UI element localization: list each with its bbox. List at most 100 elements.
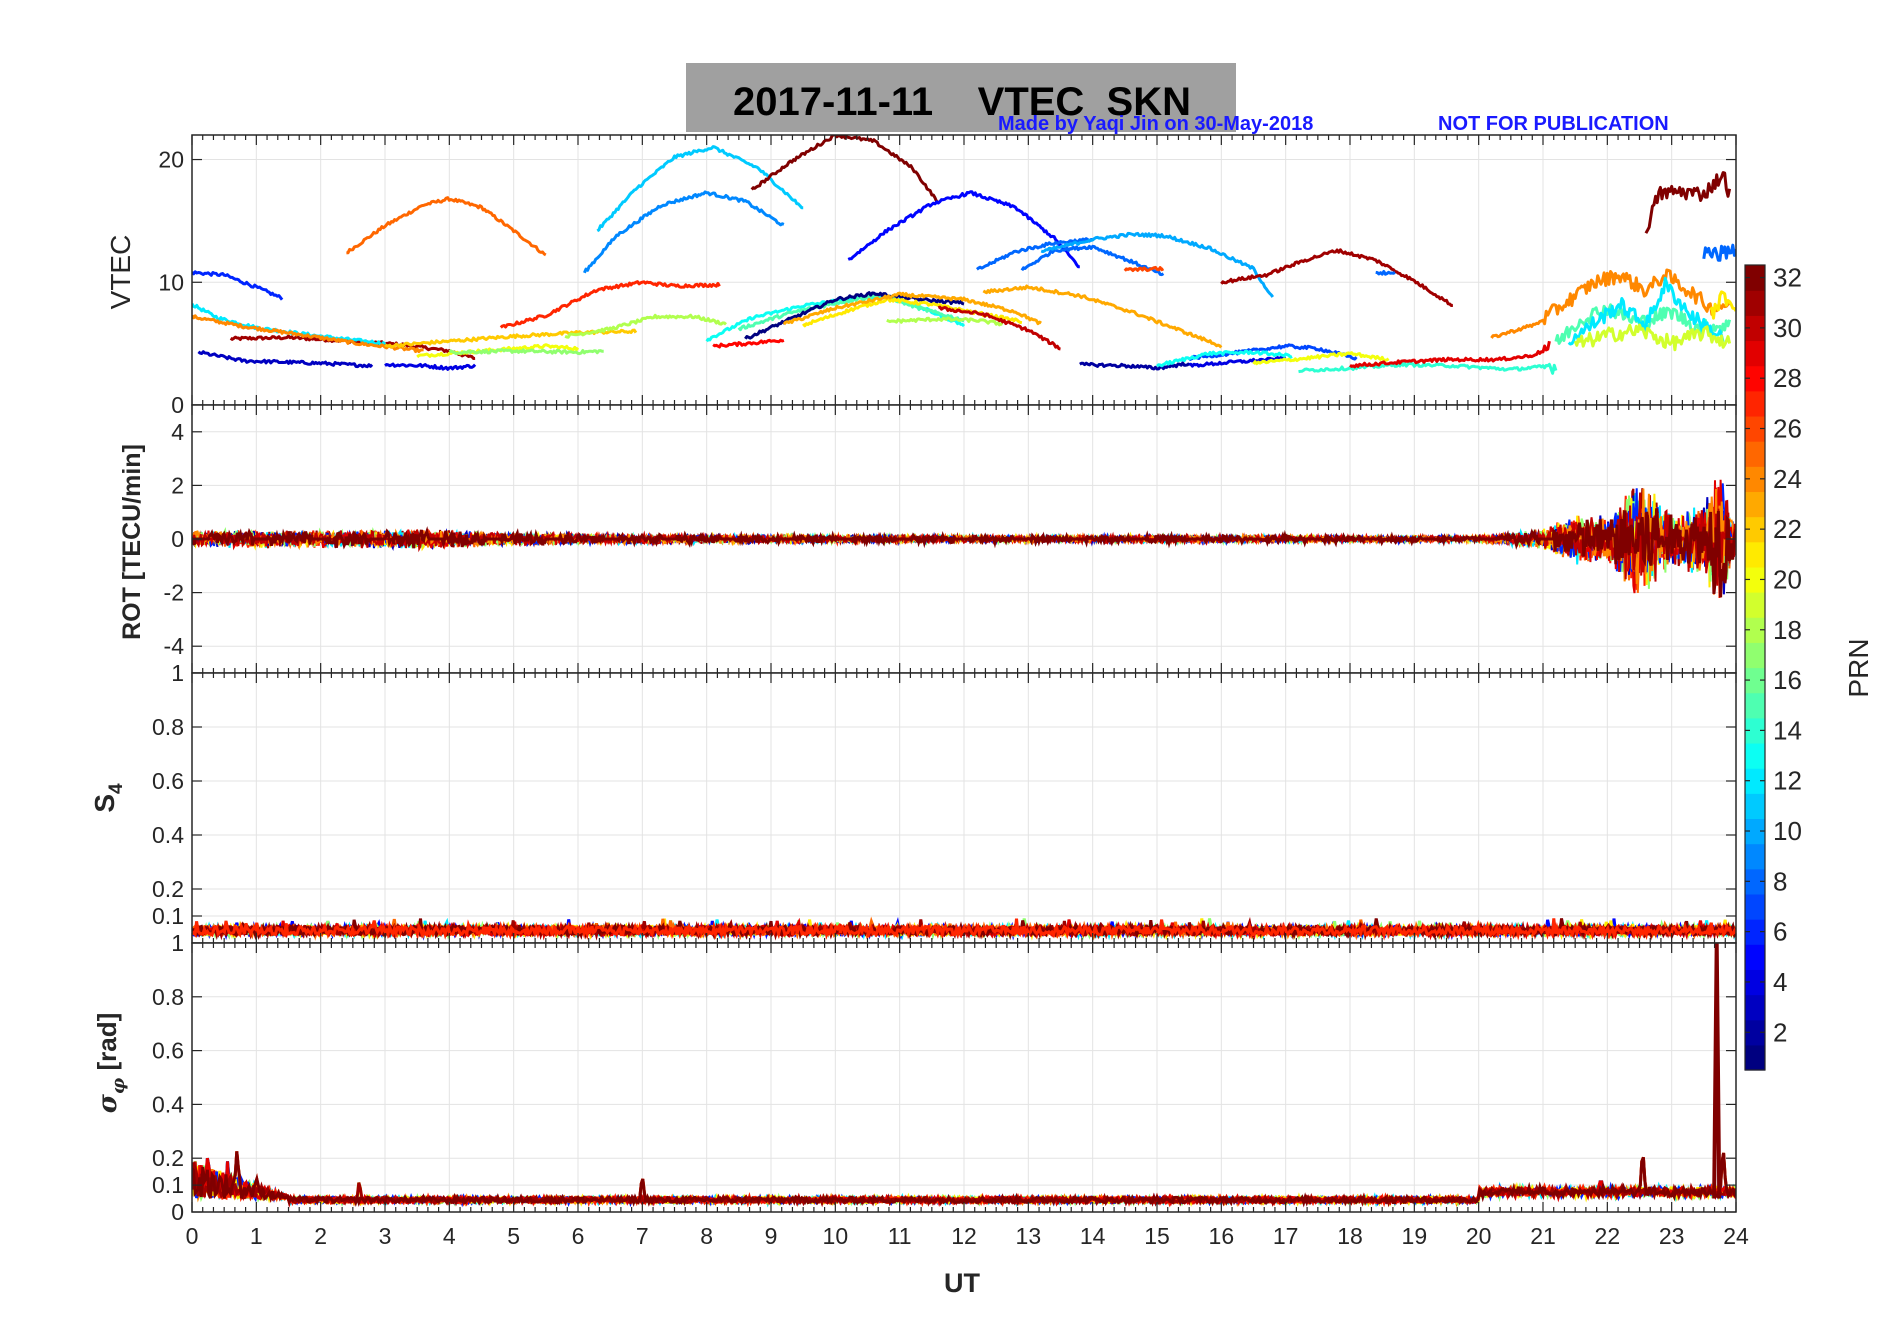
colorbar-segment [1745, 692, 1765, 719]
colorbar-segment [1745, 893, 1765, 920]
vtec-series-prn-10 [1040, 231, 1275, 298]
xtick-label: 9 [765, 1223, 778, 1249]
colorbar-tick-label: 24 [1773, 464, 1802, 494]
vtec-series-prn-31 [1220, 248, 1453, 307]
xtick-label: 4 [443, 1223, 456, 1249]
colorbar-segment [1745, 768, 1765, 794]
xtick-label: 1 [250, 1223, 263, 1249]
colorbar-tick-label: 32 [1773, 263, 1802, 293]
colorbar-segment [1745, 868, 1765, 895]
vtec-series-prn-15 [737, 292, 964, 332]
s4-ytick-label: 0.4 [152, 822, 184, 848]
title-background [686, 63, 1236, 132]
colorbar-segment [1745, 516, 1765, 543]
colorbar-tick-label: 22 [1773, 514, 1802, 544]
xtick-label: 19 [1402, 1223, 1428, 1249]
vtec-series-prn-25 [346, 196, 547, 257]
rot-series-prn-32 [192, 508, 1736, 598]
colorbar-segment [1745, 969, 1765, 996]
sigma-phi-panel: 00.10.20.40.60.810 1 2 3 4 5 6 7 8 9 10 11 12 13 14 15 1… [152, 930, 1749, 1249]
sigma-ytick-label: 0 [171, 1199, 184, 1225]
vtec-series-prn-20 [1252, 351, 1390, 366]
colorbar-segment [1745, 290, 1765, 316]
xtick-label: 16 [1209, 1223, 1235, 1249]
colorbar-tick-label: 6 [1773, 917, 1787, 947]
colorbar-segment [1745, 441, 1765, 467]
vtec-series-prn-27 [499, 280, 721, 329]
rot-ticks [191, 405, 1737, 673]
xtick-label: 12 [951, 1223, 977, 1249]
vtec-series-prn-24 [1490, 268, 1731, 339]
colorbar-tick-label: 18 [1773, 615, 1802, 645]
vtec-series-prn-13 [1156, 349, 1293, 368]
xtick-label: 2 [314, 1223, 327, 1249]
rot-series-group [192, 479, 1736, 599]
vtec-series-prn-14 [1298, 361, 1558, 375]
vtec-series-prn-6 [192, 270, 284, 301]
sigma-peak-prn-32 [1712, 943, 1722, 1199]
s4-ytick-label: 0.2 [152, 876, 184, 902]
rot-ytick-label: 0 [171, 526, 184, 552]
vtec-series-prn-7 [1188, 343, 1358, 362]
colorbar-segment [1745, 717, 1765, 744]
xtick-label: 7 [636, 1223, 649, 1249]
rot-ytick-label: -2 [164, 580, 184, 606]
xtick-label: 10 [823, 1223, 849, 1249]
vtec-series-prn-17 [448, 348, 604, 356]
colorbar-segment [1745, 265, 1765, 291]
xtick-label: 3 [379, 1223, 392, 1249]
xtick-label: 13 [1016, 1223, 1042, 1249]
xtick-label: 22 [1595, 1223, 1621, 1249]
xtick-label: 0 [186, 1223, 199, 1249]
s4-series-prn-27 [192, 918, 1736, 941]
vtec-series-prn-24 [192, 314, 424, 354]
colorbar-segment [1745, 365, 1765, 392]
publication-notice: NOT FOR PUBLICATION [1438, 113, 1669, 135]
vtec-series-prn-8 [1375, 270, 1396, 276]
colorbar-segment [1745, 1019, 1765, 1046]
xtick-label: 14 [1080, 1223, 1106, 1249]
sigma-ytick-label: 0.1 [152, 1172, 184, 1198]
colorbar-tick-label: 14 [1773, 715, 1802, 745]
colorbar-segment [1745, 466, 1765, 493]
rot-panel: -4 -2 0 2 4 [164, 404, 1737, 674]
colorbar-segment [1745, 642, 1765, 669]
colorbar-segment [1745, 340, 1765, 367]
vtec-ytick-label: 0 [171, 392, 184, 418]
colorbar-tick-label: 4 [1773, 967, 1787, 997]
colorbar-tick-label: 8 [1773, 866, 1787, 896]
colorbar-label: PRN [1843, 638, 1874, 697]
colorbar-segment [1745, 994, 1765, 1021]
colorbar-segment [1745, 617, 1765, 643]
xtick-label: 20 [1466, 1223, 1492, 1249]
vtec-series-prn-22 [384, 328, 638, 349]
sigma-ytick-label: 0.4 [152, 1091, 184, 1117]
vtec-series-prn-3 [197, 350, 374, 369]
xtick-label: 21 [1530, 1223, 1556, 1249]
vtec-series-group [192, 135, 1736, 375]
colorbar-tick-label: 20 [1773, 564, 1802, 594]
s4-ytick-label: 0.6 [152, 768, 184, 794]
colorbar-tick-label: 16 [1773, 665, 1802, 695]
rot-ytick-label: -4 [164, 633, 185, 659]
colorbar-segment [1745, 491, 1765, 518]
sigma-series-prn-32 [192, 1151, 1736, 1208]
vtec-series-prn-5 [847, 190, 1080, 269]
vtec-series-prn-26 [1123, 265, 1165, 273]
sigma-ytick-label: 0.6 [152, 1038, 184, 1064]
vtec-series-prn-23 [782, 291, 1042, 326]
vtec-series-prn-21 [1709, 290, 1736, 320]
colorbar-tick-label: 12 [1773, 766, 1802, 796]
vtec-axis-label: VTEC [105, 235, 136, 310]
rot-ytick-label: 4 [171, 419, 184, 445]
vtec-ticks [191, 135, 1737, 406]
sigma-ytick-label: 0.2 [152, 1145, 184, 1171]
vtec-series-prn-32 [750, 135, 939, 204]
xtick-label: 24 [1723, 1223, 1749, 1249]
colorbar-tick-label: 30 [1773, 313, 1802, 343]
colorbar-segment [1745, 793, 1765, 820]
sigma-phi-axis-label: σφ [rad] [92, 1013, 129, 1113]
vtec-series-prn-18 [886, 316, 1004, 327]
